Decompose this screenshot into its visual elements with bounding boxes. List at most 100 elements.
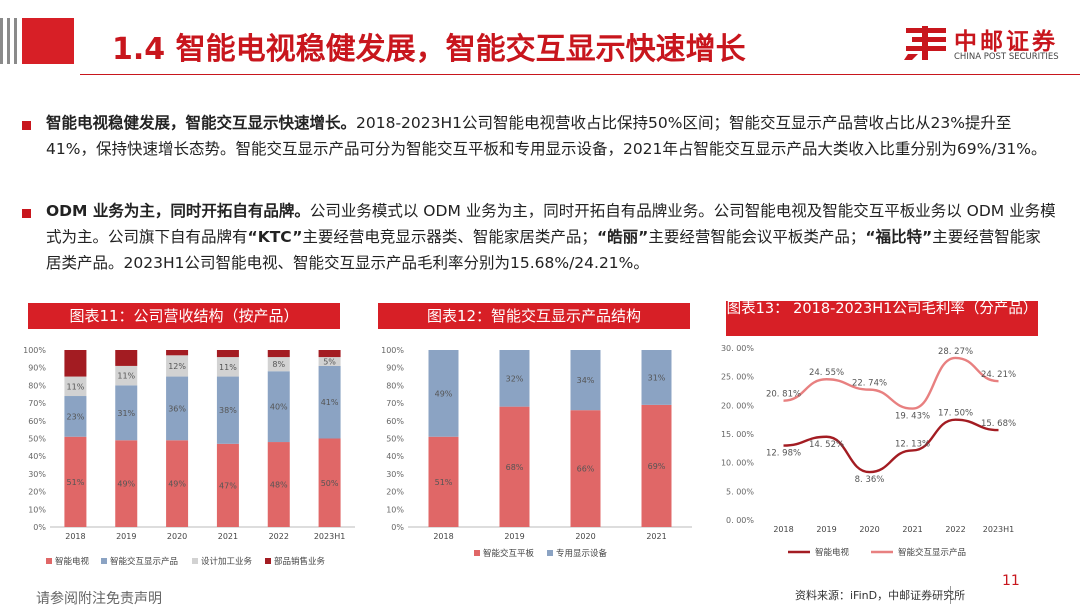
data-label: 48% <box>270 481 288 490</box>
data-label: 24. 21% <box>981 370 1016 380</box>
data-source: 资料来源：iFinD，中邮证券研究所 <box>795 589 966 602</box>
bar-segment <box>499 406 530 527</box>
data-label: 11% <box>67 382 85 391</box>
chart-12-title: 图表12：智能交互显示产品结构 <box>378 303 690 329</box>
bar-segment <box>64 436 87 527</box>
x-tick-label: 2023H1 <box>983 525 1014 534</box>
logo-name-en: CHINA POST SECURITIES <box>954 52 1059 62</box>
page-title: 1.4 智能电视稳健发展，智能交互显示快速增长 <box>112 32 746 67</box>
series-line-1 <box>783 418 999 474</box>
legend-label: 部品销售业务 <box>274 556 326 567</box>
series-line-2 <box>783 356 999 410</box>
data-label: 38% <box>219 406 237 415</box>
y-tick-label: 15. 00% <box>721 430 754 439</box>
bar-segment <box>216 443 239 527</box>
data-label: 11% <box>219 363 237 372</box>
data-label: 41% <box>321 398 339 407</box>
china-post-emblem-icon <box>904 26 946 60</box>
bar-segment <box>166 440 189 527</box>
bar-segment <box>318 365 341 439</box>
bar-segment <box>216 357 239 377</box>
y-tick-label: 20% <box>28 488 46 497</box>
y-tick-label: 10. 00% <box>721 459 754 468</box>
legend-label: 设计加工业务 <box>201 556 253 567</box>
chart-12-stacked-bar: 0% 10% 20% 30% 40% 50% 60% 70% 80% 90% 100% 51% 49% 2… <box>381 346 692 559</box>
paragraph-2-body-1: 公司业务模式以 ODM 业务为主，同时开拓自有品牌业务。公司智能电视及智能交互平… <box>46 202 1056 246</box>
data-label: 28. 27% <box>938 347 973 357</box>
bar-segment <box>318 357 341 366</box>
y-tick-label: 40% <box>386 452 404 461</box>
paragraph-1-body: 2018-2023H1公司智能电视营收占比保持50%区间；智能交互显示产品营收占… <box>46 114 1047 158</box>
brand-haoli: “皓丽” <box>596 228 649 246</box>
data-label: 51% <box>67 478 85 487</box>
legend-swatch <box>547 550 553 556</box>
data-label: 49% <box>168 480 186 489</box>
x-tick-label: 2020 <box>575 532 595 541</box>
bar-segment <box>267 350 290 358</box>
chart-13-line: 0. 00% 5. 00% 10. 00% 15. 00% 20. 00% 25. 00%… <box>721 344 1016 558</box>
data-label: 12. 13% <box>895 439 930 449</box>
chart-11-title: 图表11：公司营收结构（按产品） <box>28 303 340 329</box>
x-tick-label: 2023H1 <box>314 532 345 541</box>
bar-segment <box>64 376 87 397</box>
y-tick-label: 25. 00% <box>721 373 754 382</box>
bar-segment <box>115 350 138 366</box>
y-tick-label: 70% <box>386 399 404 408</box>
data-label: 24. 55% <box>809 368 844 378</box>
bar-segment <box>570 410 601 527</box>
y-tick-label: 30. 00% <box>721 344 754 353</box>
data-label: 22. 74% <box>852 379 887 389</box>
bar-segment <box>166 355 189 377</box>
data-label: 51% <box>435 478 453 487</box>
disclaimer-note: 请参阅附注免责声明 <box>36 591 162 607</box>
data-label: 17. 50% <box>938 409 973 419</box>
y-tick-label: 90% <box>386 364 404 373</box>
data-label: 69% <box>648 462 666 471</box>
data-label: 5% <box>323 358 336 367</box>
brand-fubite: “福比特” <box>865 228 933 246</box>
y-tick-label: 60% <box>28 417 46 426</box>
y-tick-label: 70% <box>28 399 46 408</box>
bar-segment <box>267 357 290 372</box>
y-tick-label: 0% <box>391 523 404 532</box>
legend-swatch <box>474 550 480 556</box>
data-label: 34% <box>577 376 595 385</box>
y-tick-label: 20% <box>386 488 404 497</box>
paragraph-2: ODM 业务为主，同时开拓自有品牌。公司业务模式以 ODM 业务为主，同时开拓自… <box>46 198 1056 276</box>
footer-divider <box>950 586 951 604</box>
data-label: 15. 68% <box>981 419 1016 429</box>
legend-swatch <box>101 558 107 564</box>
paragraph-1: 智能电视稳健发展，智能交互显示快速增长。2018-2023H1公司智能电视营收占… <box>46 110 1056 162</box>
y-tick-label: 90% <box>28 364 46 373</box>
x-tick-label: 2021 <box>646 532 666 541</box>
bar-segment <box>115 385 138 441</box>
data-label: 68% <box>506 463 524 472</box>
y-tick-label: 0% <box>33 523 46 532</box>
legend-swatch <box>192 558 198 564</box>
bar-segment <box>318 438 341 527</box>
data-label: 66% <box>577 465 595 474</box>
data-label: 47% <box>219 481 237 490</box>
y-tick-label: 10% <box>28 505 46 514</box>
bar-segment <box>216 350 239 358</box>
x-tick-label: 2018 <box>773 525 793 534</box>
bullet-marker <box>22 121 31 130</box>
bar-segment <box>115 440 138 527</box>
header-divider <box>80 74 1080 75</box>
data-label: 49% <box>117 480 135 489</box>
bullet-marker <box>22 209 31 218</box>
x-tick-label: 2019 <box>116 532 136 541</box>
y-tick-label: 30% <box>386 470 404 479</box>
y-tick-label: 100% <box>23 346 46 355</box>
brand-ktc: “KTC” <box>247 228 303 246</box>
header-red-block <box>22 18 74 64</box>
bar-segment <box>570 350 601 411</box>
paragraph-1-lead: 智能电视稳健发展，智能交互显示快速增长。 <box>46 114 357 132</box>
data-label: 23% <box>67 412 85 421</box>
y-tick-label: 20. 00% <box>721 401 754 410</box>
y-tick-label: 10% <box>386 505 404 514</box>
y-tick-label: 50% <box>386 435 404 444</box>
x-tick-label: 2018 <box>433 532 453 541</box>
bar-segment <box>318 350 341 358</box>
data-label: 12% <box>168 362 186 371</box>
